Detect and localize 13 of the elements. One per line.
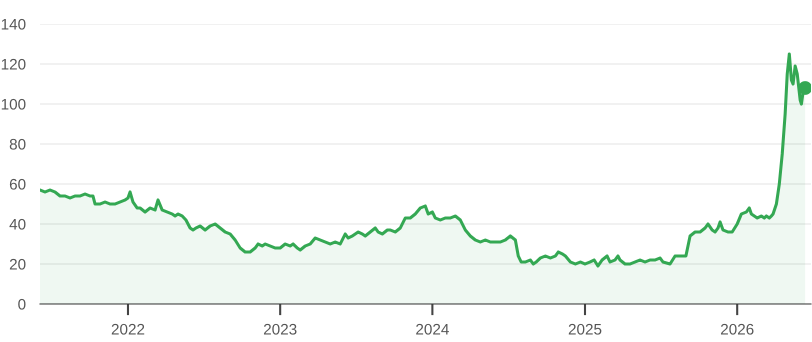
y-tick-label: 100 [2,98,26,110]
x-tick-label: 2022 [112,324,144,335]
y-tick-label: 140 [2,18,26,30]
y-tick-label: 40 [9,218,26,230]
x-tick-label: 2024 [416,324,449,335]
x-tick-label: 2026 [720,324,754,335]
x-tick-label: 2023 [264,324,297,335]
y-tick-label: 20 [10,258,26,270]
x-tick-label: 2025 [568,324,602,335]
y-tick-label: 80 [10,138,26,150]
y-tick-label: 60 [10,178,26,190]
y-tick-label: 120 [2,58,26,70]
y-tick-label: 0 [18,298,26,310]
